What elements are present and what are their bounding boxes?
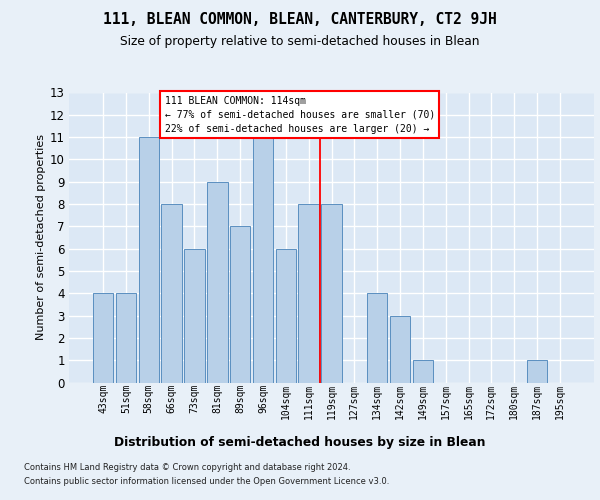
Bar <box>413 360 433 382</box>
Bar <box>298 204 319 382</box>
Text: Size of property relative to semi-detached houses in Blean: Size of property relative to semi-detach… <box>120 35 480 48</box>
Bar <box>139 137 159 382</box>
Bar <box>390 316 410 382</box>
Bar <box>527 360 547 382</box>
Bar <box>275 248 296 382</box>
Bar <box>321 204 342 382</box>
Bar <box>230 226 250 382</box>
Bar <box>93 294 113 382</box>
Bar <box>116 294 136 382</box>
Bar <box>367 294 388 382</box>
Text: Contains public sector information licensed under the Open Government Licence v3: Contains public sector information licen… <box>24 477 389 486</box>
Text: Contains HM Land Registry data © Crown copyright and database right 2024.: Contains HM Land Registry data © Crown c… <box>24 464 350 472</box>
Bar <box>207 182 227 382</box>
Text: 111, BLEAN COMMON, BLEAN, CANTERBURY, CT2 9JH: 111, BLEAN COMMON, BLEAN, CANTERBURY, CT… <box>103 12 497 28</box>
Text: 111 BLEAN COMMON: 114sqm
← 77% of semi-detached houses are smaller (70)
22% of s: 111 BLEAN COMMON: 114sqm ← 77% of semi-d… <box>165 96 435 134</box>
Bar <box>184 248 205 382</box>
Bar <box>253 137 273 382</box>
Text: Distribution of semi-detached houses by size in Blean: Distribution of semi-detached houses by … <box>114 436 486 449</box>
Y-axis label: Number of semi-detached properties: Number of semi-detached properties <box>35 134 46 340</box>
Bar <box>161 204 182 382</box>
